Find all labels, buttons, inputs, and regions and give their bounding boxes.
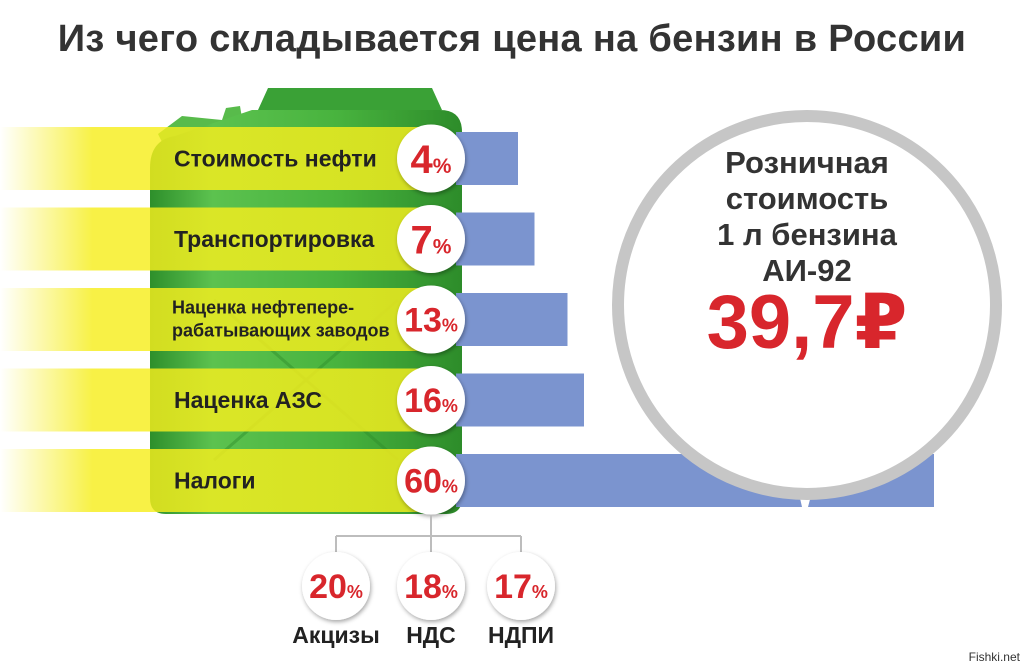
- category-label-2-line-0: Наценка нефтепере-: [172, 298, 354, 318]
- highlight-stripe-1: [0, 207, 420, 271]
- highlight-stripe-3: [0, 368, 420, 432]
- bar-value-unit-4: %: [442, 477, 458, 497]
- bar-badge-0: 4%: [397, 124, 465, 193]
- bar-value-unit-0: %: [433, 155, 452, 178]
- bar-value-label-1: 7%: [411, 218, 452, 262]
- bar-0: [456, 132, 518, 185]
- highlight-stripe-0: [0, 127, 420, 190]
- bar-badge-3: 16%: [397, 366, 465, 434]
- breakdown-label-1: НДС: [406, 622, 456, 648]
- bar-1: [456, 212, 535, 266]
- bar-badge-1: 7%: [397, 205, 465, 273]
- category-label-4: Налоги: [174, 468, 255, 494]
- bar-value-label-0: 4%: [411, 138, 452, 182]
- jerrycan-handle: [258, 88, 442, 110]
- bar-badge-circle-4: [397, 446, 465, 515]
- retail-line-1: Розничная: [725, 145, 889, 180]
- bar-value-unit-2: %: [442, 316, 458, 336]
- bar-badge-4: 60%: [397, 446, 465, 515]
- chart-title: Из чего складывается цена на бензин в Ро…: [57, 18, 967, 60]
- breakdown-value-unit-2: %: [532, 582, 548, 602]
- bar-badge-circle-0: [397, 124, 465, 193]
- retail-price: 39,7₽: [612, 283, 1002, 363]
- highlight-stripe-2: [0, 288, 420, 351]
- retail-line-4: АИ-92: [762, 253, 852, 288]
- bar-3: [456, 373, 584, 427]
- highlight-stripe-4: [0, 449, 420, 512]
- category-label-3: Наценка АЗС: [174, 387, 322, 413]
- bar-badge-circle-3: [397, 366, 465, 434]
- retail-price-value: 39,7: [706, 280, 855, 365]
- bar-badge-circle-2: [397, 285, 465, 354]
- breakdown-badge-2: 17%: [487, 552, 555, 620]
- currency-symbol: ₽: [854, 280, 908, 365]
- bar-value-label-4: 60%: [404, 463, 458, 501]
- bar-badge-circle-1: [397, 205, 465, 273]
- breakdown-value-unit-0: %: [347, 582, 363, 602]
- breakdown-label-2: НДПИ: [488, 622, 554, 648]
- bar-badge-2: 13%: [397, 285, 465, 354]
- breakdown-badge-circle-0: [302, 552, 370, 620]
- bar-value-unit-3: %: [442, 396, 458, 416]
- breakdown-badge-1: 18%: [397, 552, 465, 620]
- bar-2: [456, 293, 568, 346]
- label-highlight-stripes: [0, 127, 420, 512]
- category-label-0: Стоимость нефти: [174, 146, 377, 172]
- breakdown-value-label-2: 17%: [494, 568, 548, 606]
- breakdown-value-number-0: 20: [309, 568, 347, 606]
- breakdown-badge-circle-2: [487, 552, 555, 620]
- bar-value-number-0: 4: [411, 138, 434, 182]
- retail-caption: Розничная стоимость 1 л бензина АИ-92: [612, 145, 1002, 289]
- breakdown-value-label-0: 20%: [309, 568, 363, 606]
- bar-value-number-3: 16: [404, 382, 442, 420]
- breakdown-value-number-1: 18: [404, 568, 442, 606]
- retail-line-3: 1 л бензина: [717, 217, 897, 252]
- category-label-1: Транспортировка: [174, 226, 375, 252]
- breakdown-value-number-2: 17: [494, 568, 532, 606]
- breakdown-value-unit-1: %: [442, 582, 458, 602]
- category-label-2-line-1: рабатывающих заводов: [172, 321, 390, 341]
- bar-value-number-1: 7: [411, 218, 433, 262]
- bar-value-number-4: 60: [404, 463, 442, 501]
- breakdown-label-0: Акцизы: [292, 622, 379, 648]
- tax-breakdown: 20% Акцизы 18% НДС 17% НДПИ: [292, 514, 555, 648]
- bar-value-unit-1: %: [433, 235, 452, 258]
- breakdown-value-label-1: 18%: [404, 568, 458, 606]
- retail-line-2: стоимость: [725, 181, 889, 216]
- breakdown-badge-0: 20%: [302, 552, 370, 620]
- breakdown-badge-circle-1: [397, 552, 465, 620]
- bar-value-number-2: 13: [404, 302, 442, 340]
- bar-value-label-3: 16%: [404, 382, 458, 420]
- bar-value-label-2: 13%: [404, 302, 458, 340]
- watermark: Fishki.net: [968, 650, 1020, 664]
